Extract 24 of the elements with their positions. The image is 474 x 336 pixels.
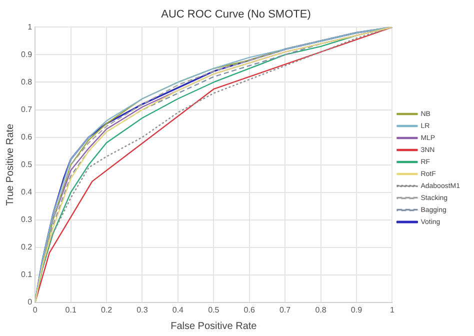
y-tick-label: 0.5 — [20, 160, 33, 170]
y-tick-label: 0.9 — [20, 50, 33, 59]
x-tick-label: 0.5 — [208, 305, 220, 314]
x-tick-label: 0.8 — [315, 305, 327, 314]
y-tick-label: 0.1 — [20, 270, 33, 280]
x-tick-label: 1 — [390, 305, 395, 314]
y-tick-label: 0 — [28, 298, 33, 307]
y-tick-label: 0.2 — [20, 242, 33, 252]
y-tick-label: 0.4 — [20, 188, 33, 197]
chart-title: AUC ROC Curve (No SMOTE) — [161, 8, 311, 21]
x-axis-title: False Positive Rate — [170, 320, 258, 332]
y-tick-label: 0.3 — [20, 215, 33, 224]
y-axis-title: True Positive Rate — [4, 123, 16, 206]
y-tick-label: 1 — [28, 22, 33, 32]
x-tick-label: 0.2 — [100, 305, 113, 314]
x-tick-label: 0.1 — [65, 305, 77, 314]
y-tick-label: 0.7 — [20, 104, 33, 114]
x-tick-label: 0.9 — [350, 305, 363, 314]
y-tick-label: 0.8 — [20, 77, 33, 86]
x-tick-label: 0.3 — [136, 305, 148, 314]
x-tick-label: 0.4 — [172, 305, 184, 314]
x-tick-label: 0.7 — [280, 305, 292, 314]
y-tick-label: 0.6 — [20, 132, 33, 142]
x-tick-label: 0.6 — [244, 305, 256, 314]
